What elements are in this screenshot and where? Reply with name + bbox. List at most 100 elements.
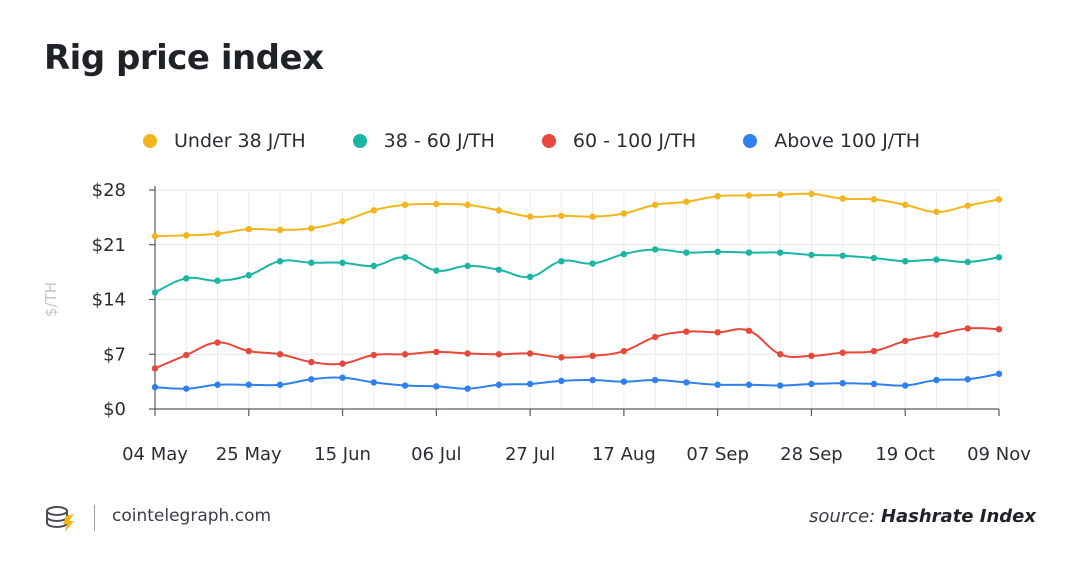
- data-point: [276, 351, 284, 358]
- data-point: [151, 365, 159, 372]
- data-point: [776, 191, 784, 198]
- y-tick-label: $0: [103, 399, 126, 420]
- x-tick-label: 09 Nov: [967, 444, 1031, 465]
- legend-dot: [143, 134, 157, 148]
- data-point: [745, 327, 753, 334]
- y-axis-label: $/TH: [42, 282, 60, 317]
- data-point: [683, 379, 690, 386]
- data-point: [808, 380, 815, 388]
- data-point: [308, 358, 315, 366]
- data-point: [401, 351, 409, 358]
- data-point: [276, 226, 284, 234]
- data-point: [995, 196, 1003, 203]
- data-point: [933, 256, 940, 263]
- data-point: [870, 254, 878, 262]
- data-point: [902, 257, 909, 265]
- data-point: [683, 328, 690, 335]
- data-point: [464, 350, 471, 357]
- data-point: [651, 333, 659, 341]
- data-point: [964, 258, 971, 266]
- data-point: [214, 339, 221, 346]
- data-point: [714, 329, 721, 336]
- data-point: [683, 249, 690, 256]
- legend-dot: [541, 134, 556, 148]
- source-label: source:: [808, 506, 876, 527]
- source-name: Hashrate Index: [880, 506, 1036, 527]
- data-point: [526, 380, 534, 388]
- data-point: [933, 208, 940, 216]
- data-point: [995, 254, 1003, 261]
- data-point: [433, 383, 440, 390]
- data-point: [370, 262, 378, 270]
- x-tick-label: 04 May: [122, 444, 188, 465]
- data-point: [964, 325, 971, 332]
- data-point: [276, 381, 284, 388]
- x-tick-label: 28 Sep: [780, 444, 843, 465]
- data-point: [308, 225, 315, 232]
- data-point: [995, 326, 1003, 333]
- data-point: [464, 385, 471, 392]
- x-tick-label: 17 Aug: [592, 444, 656, 465]
- data-point: [839, 349, 846, 356]
- x-tick-label: 25 May: [216, 444, 282, 465]
- data-point: [870, 196, 878, 203]
- legend-item: Above 100 J/TH: [743, 130, 920, 152]
- data-point: [370, 207, 378, 214]
- footer-source: source: Hashrate Index: [809, 506, 1036, 527]
- data-point: [839, 252, 846, 259]
- y-tick-label: $21: [92, 235, 126, 256]
- data-point: [339, 374, 346, 381]
- data-point: [714, 193, 721, 200]
- data-point: [933, 331, 940, 338]
- data-point: [651, 201, 659, 209]
- series-line: [154, 327, 1000, 370]
- data-point: [214, 230, 221, 237]
- data-point: [558, 377, 565, 385]
- series-line: [154, 248, 1000, 294]
- data-point: [902, 201, 909, 209]
- data-point: [745, 192, 753, 199]
- data-point: [839, 379, 846, 387]
- data-point: [620, 250, 628, 258]
- legend-item: 38 - 60 J/TH: [352, 130, 495, 152]
- data-point: [933, 376, 940, 384]
- data-point: [745, 249, 753, 256]
- data-point: [245, 381, 252, 388]
- data-point: [245, 347, 252, 355]
- data-point: [620, 210, 628, 217]
- data-point: [620, 378, 628, 385]
- data-point: [776, 351, 784, 358]
- data-point: [464, 262, 471, 270]
- data-point: [401, 201, 409, 209]
- footer-site: cointelegraph.com: [112, 506, 272, 526]
- data-point: [526, 213, 534, 220]
- data-point: [495, 207, 503, 214]
- data-point: [620, 347, 628, 355]
- data-point: [808, 352, 815, 360]
- data-point: [183, 351, 190, 359]
- data-point: [151, 232, 159, 240]
- data-point: [495, 381, 503, 388]
- data-point: [495, 266, 503, 273]
- x-tick-label: 19 Oct: [875, 444, 935, 465]
- data-point: [339, 360, 346, 367]
- data-point: [839, 195, 846, 202]
- data-point: [370, 379, 378, 386]
- data-point: [526, 350, 534, 357]
- data-point: [433, 267, 440, 274]
- data-point: [151, 383, 159, 391]
- data-point: [214, 277, 221, 284]
- chart-legend: Under 38 J/TH 38 - 60 J/TH 60 - 100 J/TH Ab…: [143, 130, 967, 152]
- data-point: [526, 273, 534, 281]
- data-point: [745, 381, 753, 388]
- x-tick-label: 06 Jul: [411, 444, 461, 465]
- y-tick-label: $7: [103, 344, 126, 365]
- legend-label: 38 - 60 J/TH: [383, 130, 495, 152]
- data-point: [651, 246, 659, 253]
- data-point: [151, 289, 159, 296]
- data-point: [370, 351, 378, 359]
- data-point: [808, 190, 815, 198]
- data-point: [995, 370, 1003, 378]
- data-point: [401, 254, 409, 261]
